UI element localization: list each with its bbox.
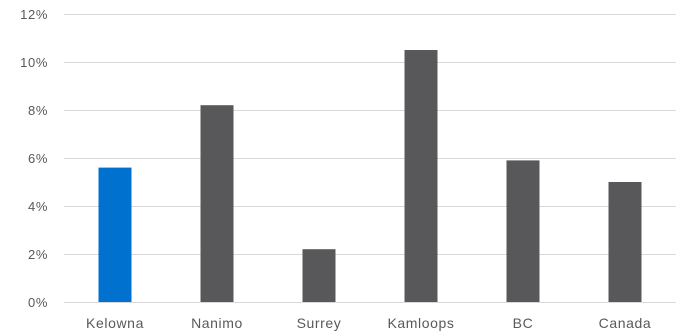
y-tick-label: 4% xyxy=(28,199,48,214)
y-tick-label: 10% xyxy=(20,55,48,70)
x-category-label: BC xyxy=(513,315,534,331)
y-tick-label: 12% xyxy=(20,7,48,22)
bar-surrey xyxy=(302,249,336,302)
bar-bc xyxy=(506,160,540,302)
gridlines xyxy=(64,14,676,303)
bar-kelowna xyxy=(98,167,132,302)
x-category-label: Canada xyxy=(599,315,652,331)
x-axis-categories: Kelowna Nanimo Surrey Kamloops BC Canada xyxy=(86,315,651,331)
bar-canada xyxy=(608,182,642,302)
x-category-label: Kamloops xyxy=(387,315,454,331)
y-tick-label: 2% xyxy=(28,247,48,262)
x-category-label: Kelowna xyxy=(86,315,144,331)
x-category-label: Surrey xyxy=(297,315,342,331)
y-tick-label: 6% xyxy=(28,151,48,166)
bars xyxy=(98,50,642,302)
bar-nanimo xyxy=(200,105,234,302)
x-category-label: Nanimo xyxy=(191,315,243,331)
y-tick-label: 8% xyxy=(28,103,48,118)
bar-kamloops xyxy=(404,50,438,302)
y-axis-ticks: 0% 2% 4% 6% 8% 10% 12% xyxy=(20,7,48,310)
y-tick-label: 0% xyxy=(28,295,48,310)
